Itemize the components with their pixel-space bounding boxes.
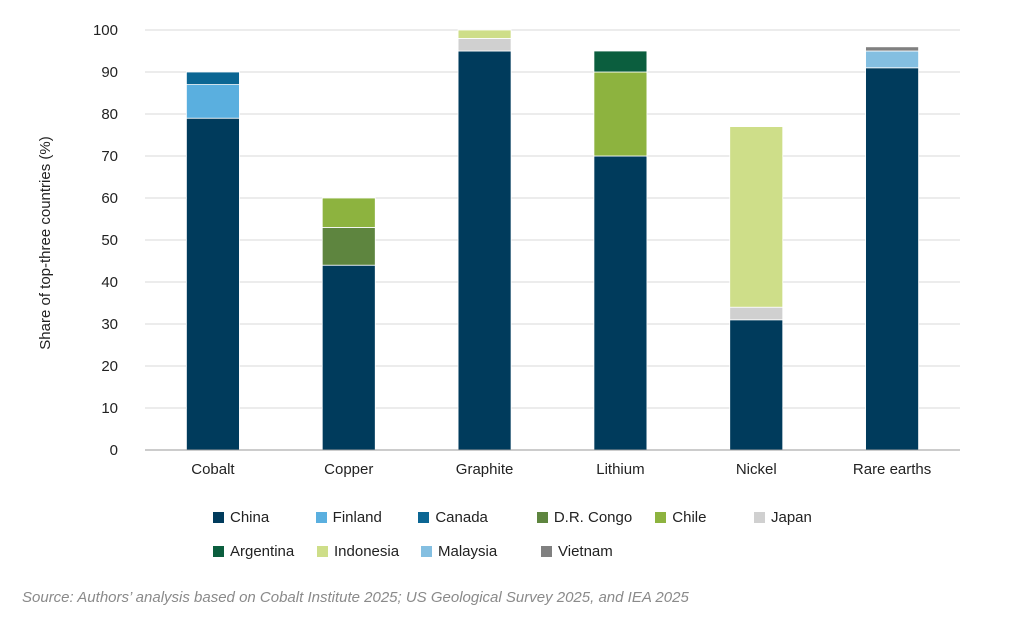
y-axis-title: Share of top-three countries (%) xyxy=(37,136,54,349)
legend-row: China Finland Canada D.R. Congo Chile Japan xyxy=(213,500,833,534)
x-category-label: Rare earths xyxy=(853,461,931,478)
legend-swatch xyxy=(536,511,548,523)
y-tick-label: 90 xyxy=(101,64,118,81)
gridlines xyxy=(145,29,960,409)
legend-swatch xyxy=(754,511,765,523)
x-category-label: Nickel xyxy=(736,461,777,478)
legend-label: China xyxy=(230,508,270,526)
y-tick-label: 80 xyxy=(101,106,118,123)
bar-copper-chile xyxy=(321,197,376,228)
y-axis-ticks: 0 10 20 30 40 50 60 70 80 90 100 xyxy=(93,22,118,459)
legend-row: Argentina Indonesia Malaysia Vietnam xyxy=(213,534,833,568)
y-tick-label: 0 xyxy=(110,442,118,459)
legend-item-argentina: Argentina xyxy=(213,543,317,560)
legend-item-d-r-congo: D.R. Congo xyxy=(536,508,655,526)
x-category-label: Graphite xyxy=(456,461,514,478)
x-category-label: Copper xyxy=(324,461,373,478)
legend-swatch xyxy=(655,511,667,523)
bar-graphite-japan xyxy=(457,38,512,52)
bar-nickel-china xyxy=(729,319,784,451)
y-tick-label: 30 xyxy=(101,316,118,333)
bar-lithium-chile xyxy=(593,71,648,157)
bars xyxy=(186,29,919,451)
bar-cobalt-finland xyxy=(186,84,240,119)
legend-item-vietnam: Vietnam xyxy=(541,543,661,560)
y-tick-label: 10 xyxy=(101,400,118,417)
bar-copper-china xyxy=(321,264,376,451)
bar-nickel-japan xyxy=(729,306,784,321)
legend-label: Finland xyxy=(332,508,382,526)
legend-item-japan: Japan xyxy=(754,509,833,526)
bar-lithium-china xyxy=(593,155,648,451)
legend-swatch xyxy=(317,545,328,557)
legend-swatch xyxy=(315,511,327,523)
legend-swatch xyxy=(213,511,224,523)
y-tick-label: 60 xyxy=(101,190,118,207)
bar-cobalt-canada xyxy=(186,71,240,86)
y-tick-label: 100 xyxy=(93,22,118,39)
bar-rare-earths-malaysia xyxy=(865,50,919,69)
y-tick-label: 20 xyxy=(101,358,118,375)
legend-item-china: China xyxy=(213,509,316,526)
legend-item-finland: Finland xyxy=(315,508,419,526)
legend-swatch xyxy=(421,545,432,557)
y-tick-label: 50 xyxy=(101,232,118,249)
bar-nickel-indonesia xyxy=(729,126,784,308)
legend-swatch xyxy=(213,545,224,557)
legend-label: Canada xyxy=(435,508,488,526)
legend: China Finland Canada D.R. Congo Chile Japan A… xyxy=(213,500,833,568)
legend-label: Chile xyxy=(672,508,707,526)
legend-label: Indonesia xyxy=(334,542,400,560)
y-tick-label: 40 xyxy=(101,274,118,291)
y-tick-label: 70 xyxy=(101,148,118,165)
bar-rare-earths-vietnam xyxy=(865,46,919,52)
bar-graphite-indonesia xyxy=(457,29,512,39)
legend-item-canada: Canada xyxy=(418,509,536,526)
x-axis-categories: Cobalt Copper Graphite Lithium Nickel Rare ea… xyxy=(191,461,931,478)
legend-label: Malaysia xyxy=(438,542,498,560)
legend-label: Japan xyxy=(771,508,812,526)
bar-cobalt-china xyxy=(186,117,240,451)
legend-item-indonesia: Indonesia xyxy=(317,543,421,560)
legend-item-chile: Chile xyxy=(655,509,754,526)
x-category-label: Cobalt xyxy=(191,461,235,478)
source-note: Source: Authors’ analysis based on Cobal… xyxy=(22,589,689,606)
x-category-label: Lithium xyxy=(596,461,644,478)
legend-label: D.R. Congo xyxy=(553,508,633,526)
bar-rare-earths-china xyxy=(865,67,919,451)
legend-swatch xyxy=(418,511,430,523)
bar-graphite-china xyxy=(457,50,512,451)
legend-label: Argentina xyxy=(230,542,295,560)
legend-item-malaysia: Malaysia xyxy=(421,543,541,560)
legend-label: Vietnam xyxy=(558,542,613,560)
bar-lithium-argentina xyxy=(593,50,648,73)
legend-swatch xyxy=(541,545,552,557)
bar-copper-d-r-congo xyxy=(321,226,376,266)
